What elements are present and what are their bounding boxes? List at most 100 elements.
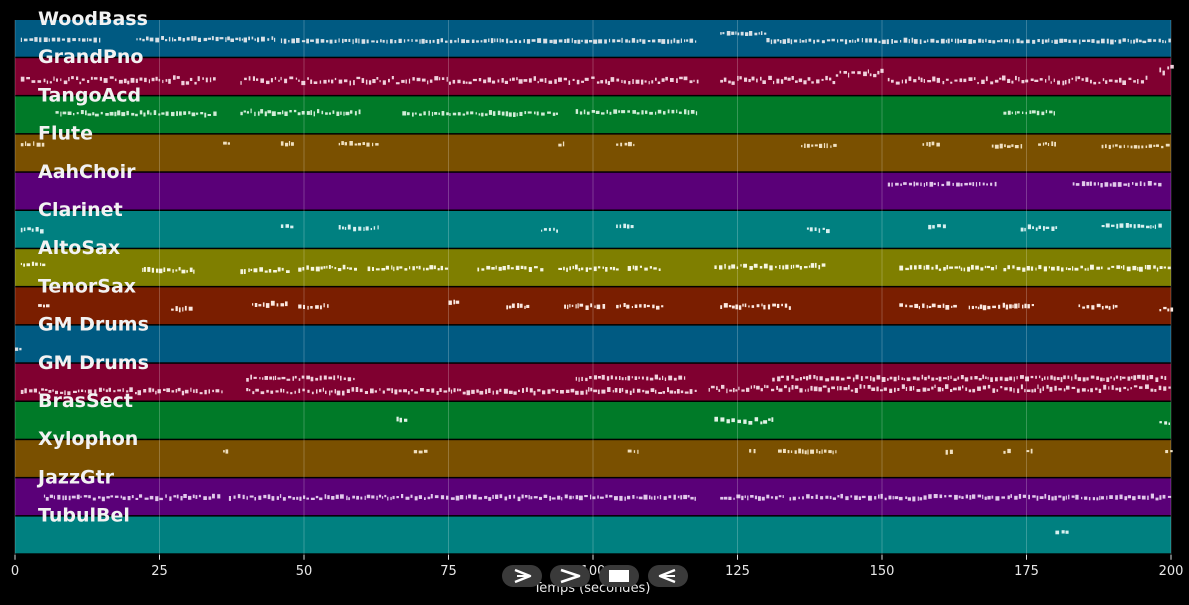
- note: [182, 307, 184, 312]
- note: [375, 268, 380, 271]
- note: [722, 32, 725, 35]
- note: [57, 494, 61, 500]
- note: [1088, 497, 1091, 501]
- note: [468, 81, 472, 85]
- note: [338, 79, 343, 84]
- note: [986, 265, 991, 269]
- note: [731, 81, 735, 85]
- note: [947, 38, 950, 44]
- track-label: BrasSect: [38, 390, 133, 412]
- note: [850, 389, 854, 392]
- note: [1025, 376, 1029, 382]
- note: [970, 376, 973, 380]
- note: [696, 79, 699, 84]
- note: [176, 111, 178, 116]
- note: [1053, 111, 1055, 116]
- note: [1105, 223, 1110, 228]
- note: [372, 79, 376, 84]
- note: [583, 109, 586, 115]
- note: [1115, 387, 1119, 391]
- note: [865, 38, 868, 43]
- note: [597, 389, 600, 395]
- note: [1101, 225, 1105, 228]
- note: [787, 450, 790, 454]
- note: [320, 266, 323, 270]
- note: [354, 267, 357, 271]
- note: [1041, 111, 1045, 116]
- note: [1077, 377, 1082, 381]
- note: [747, 495, 749, 501]
- note: [1162, 70, 1165, 76]
- note: [998, 304, 1001, 309]
- note: [1020, 375, 1024, 379]
- note: [457, 79, 461, 84]
- note: [945, 78, 949, 81]
- forward-button[interactable]: [550, 565, 590, 587]
- note: [818, 451, 821, 454]
- note: [255, 388, 259, 392]
- note: [267, 38, 270, 41]
- note: [466, 39, 470, 43]
- note: [381, 496, 384, 499]
- note: [898, 496, 903, 501]
- note: [191, 112, 196, 117]
- note: [165, 111, 169, 116]
- note: [844, 39, 848, 45]
- note: [277, 112, 282, 115]
- note: [320, 39, 325, 43]
- note: [806, 227, 809, 230]
- note: [601, 389, 606, 394]
- rewind-button[interactable]: [648, 565, 688, 587]
- note: [690, 110, 695, 114]
- note: [1015, 75, 1017, 81]
- note: [973, 39, 976, 44]
- note: [986, 183, 988, 186]
- note: [1135, 38, 1139, 43]
- note: [694, 496, 696, 501]
- note: [832, 81, 836, 85]
- note: [995, 496, 1000, 501]
- note: [1114, 40, 1117, 43]
- note: [953, 304, 957, 308]
- note: [280, 224, 284, 228]
- note: [987, 305, 991, 310]
- note: [286, 378, 291, 381]
- note: [793, 39, 798, 43]
- note: [819, 376, 823, 381]
- note: [762, 80, 766, 84]
- note: [490, 38, 494, 44]
- note: [48, 390, 52, 393]
- note: [421, 78, 426, 82]
- note: [1133, 224, 1136, 229]
- note: [658, 268, 661, 271]
- note: [889, 376, 893, 380]
- note: [1170, 64, 1174, 69]
- note: [1061, 530, 1065, 534]
- note: [580, 390, 584, 395]
- note: [399, 417, 402, 423]
- note: [292, 497, 295, 500]
- note: [459, 388, 462, 392]
- note: [155, 76, 158, 81]
- note: [803, 80, 807, 85]
- note: [342, 226, 344, 230]
- note: [431, 388, 435, 393]
- note: [937, 182, 939, 187]
- note: [790, 450, 793, 453]
- note: [248, 36, 250, 41]
- note: [46, 80, 49, 84]
- note: [720, 32, 722, 35]
- stop-button[interactable]: [599, 565, 639, 587]
- play-button[interactable]: [502, 565, 542, 587]
- note: [659, 495, 662, 500]
- note: [1022, 304, 1024, 309]
- note: [931, 377, 935, 381]
- note: [1147, 495, 1149, 500]
- track-lane: [15, 134, 1171, 172]
- note: [831, 386, 835, 390]
- note: [468, 494, 471, 499]
- note: [346, 389, 350, 393]
- note: [782, 495, 784, 498]
- note: [52, 389, 54, 392]
- note: [590, 494, 592, 500]
